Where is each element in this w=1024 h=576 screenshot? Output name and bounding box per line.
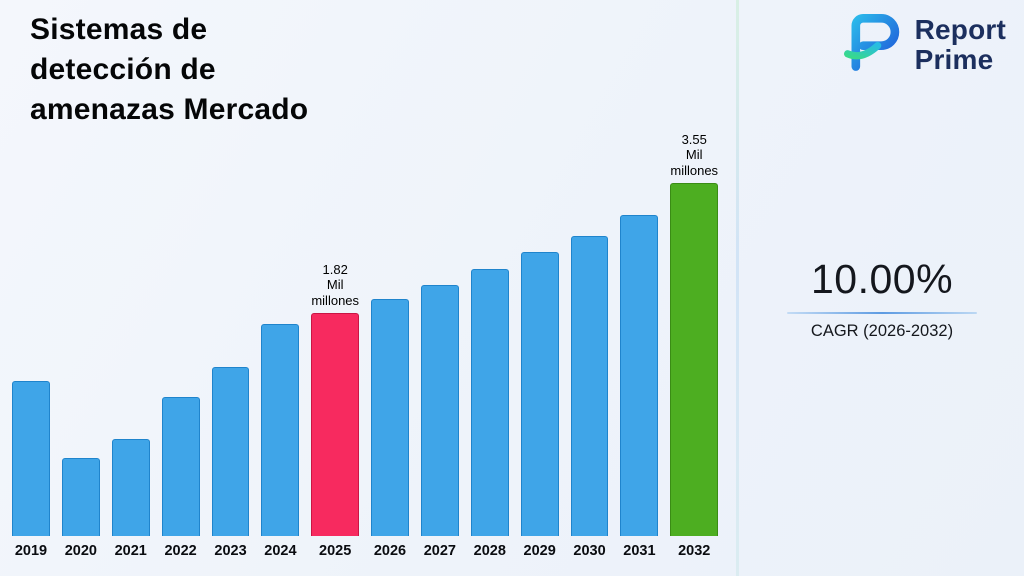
bar-2024 [261, 324, 300, 536]
x-axis-label-2023: 2023 [214, 543, 247, 559]
bar-column-2031: 2031 [620, 118, 659, 564]
bar-column-2027: 2027 [420, 118, 459, 564]
cagr-label: CAGR (2026-2032) [810, 322, 954, 340]
chart-title: Sistemas de detección de amenazas Mercad… [30, 13, 309, 126]
bar-value-label-2032: 3.55 Mil millones [670, 132, 719, 178]
bar-2027 [420, 285, 459, 536]
bar-2030 [570, 236, 609, 536]
x-axis-label-2020: 2020 [64, 543, 97, 559]
panel-divider [736, 0, 739, 576]
x-axis-label-2031: 2031 [623, 543, 656, 559]
x-axis-label-2025: 2025 [319, 543, 352, 559]
bar-chart: 2019 2020 2021 2022 2023 2024 1.82 Mil millones 2… [12, 118, 719, 564]
bar-column-2026: 2026 [371, 118, 409, 564]
x-axis-label-2028: 2028 [473, 543, 506, 559]
bar-column-2030: 2030 [570, 118, 609, 564]
bar-value-label-2025: 1.82 Mil millones [311, 262, 360, 308]
bar-2028 [470, 269, 509, 536]
x-axis-label-2030: 2030 [573, 543, 606, 559]
bar-2023 [211, 367, 250, 536]
bar-2026 [371, 299, 409, 536]
bar-2025 [311, 313, 360, 536]
bar-column-2029: 2029 [520, 118, 559, 564]
bar-column-2021: 2021 [111, 118, 150, 564]
cagr-underline [787, 312, 977, 314]
bar-column-2028: 2028 [470, 118, 509, 564]
cagr-value: 10.00% [810, 256, 954, 302]
bar-2032 [670, 183, 719, 536]
report-prime-logo-icon [841, 12, 907, 77]
bar-2019 [12, 381, 50, 536]
x-axis-label-2032: 2032 [678, 543, 711, 559]
bar-2029 [520, 252, 559, 536]
x-axis-label-2024: 2024 [264, 543, 297, 559]
bar-2031 [620, 215, 659, 536]
bar-column-2019: 2019 [12, 118, 50, 564]
x-axis-label-2021: 2021 [114, 543, 147, 559]
bar-column-2023: 2023 [211, 118, 250, 564]
report-prime-logo-text: Report Prime [915, 15, 1006, 73]
report-prime-logo: Report Prime [841, 12, 1006, 77]
logo-line-report: Report [914, 14, 1006, 46]
x-axis-label-2026: 2026 [373, 543, 407, 559]
logo-line-prime: Prime [914, 43, 994, 75]
x-axis-label-2019: 2019 [14, 543, 48, 559]
x-axis-label-2022: 2022 [164, 543, 197, 559]
cagr-block: 10.00% CAGR (2026-2032) [770, 256, 994, 341]
bar-2020 [61, 458, 100, 536]
bar-column-2020: 2020 [61, 118, 100, 564]
bar-column-2025: 1.82 Mil millones 2025 [311, 118, 360, 564]
bar-column-2032: 3.55 Mil millones 2032 [670, 118, 719, 564]
bar-column-2022: 2022 [161, 118, 200, 564]
bar-2022 [161, 397, 200, 536]
x-axis-label-2029: 2029 [523, 543, 556, 559]
bar-2021 [111, 439, 150, 536]
bar-column-2024: 2024 [261, 118, 300, 564]
x-axis-label-2027: 2027 [423, 543, 456, 559]
